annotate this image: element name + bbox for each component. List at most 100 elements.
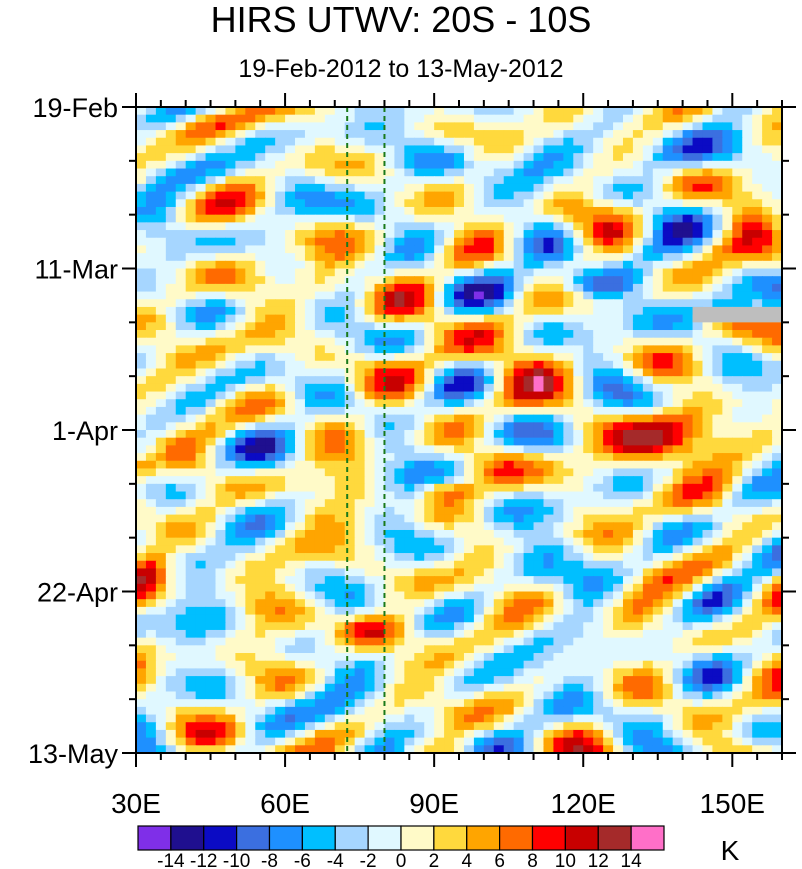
heatmap-cell — [255, 330, 266, 339]
heatmap-cell — [732, 676, 743, 685]
heatmap-cell — [722, 553, 733, 562]
heatmap-cell — [483, 322, 495, 331]
heatmap-cell — [394, 483, 405, 493]
heatmap-cell — [414, 299, 425, 308]
heatmap-cell — [434, 645, 445, 654]
heatmap-cell — [573, 145, 584, 154]
heatmap-cell — [513, 383, 525, 393]
heatmap-cell — [543, 629, 555, 639]
heatmap-cell — [364, 614, 376, 623]
heatmap-cell — [414, 591, 425, 600]
heatmap-cell — [652, 537, 664, 546]
heatmap-cell — [493, 399, 505, 408]
heatmap-cell — [702, 168, 714, 177]
heatmap-cell — [473, 176, 485, 185]
heatmap-cell — [523, 322, 535, 331]
heatmap-cell — [762, 122, 773, 131]
heatmap-cell — [165, 614, 177, 623]
heatmap-cell — [324, 637, 336, 646]
heatmap-cell — [175, 583, 187, 593]
heatmap-cell — [583, 622, 594, 631]
heatmap-cell — [772, 476, 782, 485]
heatmap-cell — [563, 183, 574, 193]
heatmap-cell — [583, 137, 594, 147]
heatmap-cell — [772, 253, 782, 262]
heatmap-cell — [533, 360, 545, 370]
heatmap-cell — [215, 499, 227, 508]
heatmap-cell — [304, 491, 316, 500]
heatmap-cell — [364, 406, 376, 416]
heatmap-cell — [454, 345, 465, 354]
heatmap-cell — [225, 614, 236, 623]
heatmap-cell — [155, 237, 167, 247]
heatmap-cell — [195, 529, 207, 539]
heatmap-cell — [434, 268, 445, 277]
heatmap-cell — [215, 583, 227, 593]
heatmap-cell — [603, 176, 614, 185]
heatmap-cell — [404, 637, 415, 646]
heatmap-cell — [642, 245, 654, 254]
heatmap-cell — [642, 606, 654, 616]
heatmap-cell — [155, 460, 167, 470]
heatmap-cell — [404, 406, 415, 416]
heatmap-cell — [145, 137, 157, 147]
heatmap-cell — [493, 614, 505, 623]
heatmap-cell — [275, 160, 286, 170]
heatmap-cell — [334, 414, 346, 423]
heatmap-cell — [304, 176, 316, 185]
heatmap-cell — [414, 668, 425, 677]
heatmap-cell — [434, 483, 445, 493]
heatmap-cell — [265, 691, 276, 700]
heatmap-cell — [215, 306, 227, 316]
heatmap-cell — [175, 606, 187, 616]
heatmap-cell — [255, 306, 266, 316]
heatmap-cell — [543, 376, 555, 385]
heatmap-cell — [245, 553, 256, 562]
heatmap-cell — [712, 368, 723, 377]
heatmap-cell — [483, 376, 495, 385]
heatmap-cell — [622, 276, 634, 285]
heatmap-cell — [424, 183, 435, 193]
heatmap-cell — [195, 253, 207, 262]
heatmap-cell — [275, 422, 286, 431]
heatmap-cell — [523, 130, 535, 139]
heatmap-cell — [692, 576, 704, 585]
heatmap-cell — [533, 599, 545, 608]
heatmap-cell — [503, 430, 515, 439]
heatmap-cell — [404, 568, 415, 577]
heatmap-cell — [285, 230, 296, 239]
heatmap-cell — [682, 691, 694, 700]
heatmap-cell — [374, 376, 386, 385]
heatmap-cell — [145, 299, 157, 308]
heatmap-cell — [573, 314, 584, 323]
heatmap-cell — [573, 283, 584, 293]
heatmap-cell — [195, 676, 207, 685]
heatmap-cell — [384, 306, 395, 316]
heatmap-cell — [732, 337, 743, 346]
heatmap-cell — [702, 476, 714, 485]
heatmap-cell — [742, 122, 753, 131]
heatmap-cell — [672, 606, 684, 616]
heatmap-cell — [175, 514, 187, 523]
heatmap-cell — [752, 160, 763, 170]
heatmap-cell — [742, 222, 753, 231]
heatmap-cell — [503, 499, 515, 508]
heatmap-cell — [613, 322, 624, 331]
heatmap-cell — [165, 337, 177, 346]
heatmap-cell — [493, 145, 505, 154]
heatmap-cell — [523, 160, 535, 170]
heatmap-cell — [275, 107, 286, 116]
heatmap-cell — [672, 645, 684, 654]
heatmap-cell — [652, 568, 664, 577]
heatmap-cell — [255, 176, 266, 185]
heatmap-cell — [155, 614, 167, 623]
heatmap-cell — [523, 345, 535, 354]
heatmap-cell — [324, 299, 336, 308]
heatmap-cell — [295, 422, 306, 431]
heatmap-cell — [195, 383, 207, 393]
heatmap-cell — [573, 491, 584, 500]
heatmap-cell — [553, 299, 564, 308]
heatmap-cell — [334, 283, 346, 293]
heatmap-cell — [583, 483, 594, 493]
heatmap-cell — [275, 491, 286, 500]
